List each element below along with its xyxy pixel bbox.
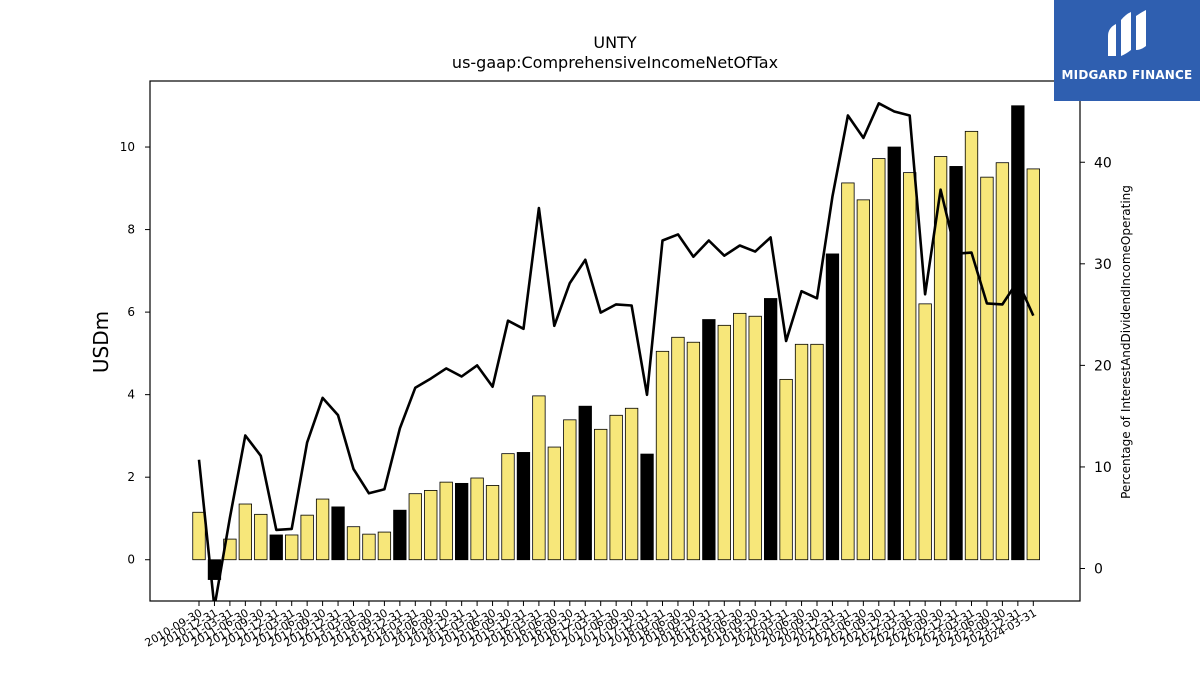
bar-2012-03-31 [285, 534, 299, 561]
bar-2017-03-31 [594, 428, 608, 561]
bar-2023-06-30 [980, 176, 994, 561]
chart-title: UNTY [593, 33, 636, 52]
bar-2023-09-30 [995, 162, 1010, 561]
bar-2018-09-30 [686, 341, 701, 561]
plot-frame [149, 80, 1081, 602]
logo-mark-icon [1108, 10, 1146, 56]
midgard-finance-logo: MIDGARD FINANCE [1054, 0, 1200, 101]
bar-2017-09-30 [624, 407, 639, 561]
bar-2020-12-31 [825, 253, 840, 561]
bar-2011-12-31 [269, 534, 283, 561]
y2-axis-label: Percentage of InterestAndDividendIncomeO… [1119, 185, 1133, 499]
bar-2017-06-30 [609, 414, 623, 561]
bar-2022-03-31 [903, 172, 917, 561]
bar-2011-09-30 [254, 513, 268, 561]
bar-2014-03-31 [408, 493, 422, 561]
bar-2020-03-31 [779, 378, 793, 561]
bar-2019-12-31 [764, 298, 778, 561]
bar-2014-09-30 [439, 481, 453, 561]
bar-2022-06-30 [918, 303, 932, 561]
bar-2023-12-31 [1011, 105, 1025, 561]
y2-tick-label-0: 0 [1094, 562, 1103, 578]
bar-2013-12-31 [393, 509, 407, 561]
bar-2015-09-30 [501, 453, 515, 561]
bar-2016-12-31 [578, 405, 592, 561]
bar-2018-06-30 [671, 336, 685, 561]
bar-2020-06-30 [794, 343, 809, 561]
bar-2012-12-31 [331, 506, 345, 561]
bar-2012-09-30 [315, 498, 330, 561]
bar-2021-12-31 [887, 146, 901, 561]
bar-2021-09-30 [872, 158, 886, 561]
bar-2015-03-31 [470, 477, 484, 561]
bar-2023-03-31 [964, 130, 979, 561]
bar-2010-09-30 [192, 511, 206, 561]
bar-2014-12-31 [454, 482, 469, 561]
bar-2021-06-30 [856, 199, 870, 561]
bar-2016-06-30 [547, 446, 561, 561]
bar-2014-06-30 [424, 489, 438, 561]
y-tick-label-4: 4 [127, 388, 135, 402]
y-tick-label-0: 0 [127, 553, 135, 567]
bar-2015-12-31 [516, 452, 531, 561]
bar-2024-03-31 [1026, 168, 1040, 561]
y-tick-label-2: 2 [127, 470, 135, 484]
bar-2019-03-31 [717, 324, 731, 561]
bar-2022-09-30 [933, 156, 948, 561]
bar-2021-03-31 [841, 182, 855, 561]
bar-2011-06-30 [238, 503, 253, 561]
bar-2018-12-31 [702, 319, 716, 561]
y2-tick-label-10: 10 [1094, 460, 1112, 476]
bar-2012-06-30 [300, 514, 314, 561]
bar-2019-09-30 [748, 315, 762, 561]
bar-2020-09-30 [810, 343, 824, 561]
bar-2016-03-31 [532, 395, 546, 561]
bar-2013-06-30 [362, 533, 376, 561]
bar-2015-06-30 [485, 485, 500, 561]
y2-tick-label-40: 40 [1094, 155, 1112, 171]
y-tick-label-6: 6 [127, 305, 135, 319]
bar-2016-09-30 [563, 419, 577, 561]
chart-subtitle: us-gaap:ComprehensiveIncomeNetOfTax [452, 53, 778, 72]
y2-tick-label-20: 20 [1094, 358, 1112, 374]
y2-tick-label-30: 30 [1094, 257, 1112, 273]
bar-2017-12-31 [640, 453, 654, 561]
y-axis-label: USDm [89, 311, 113, 373]
y-tick-label-8: 8 [127, 223, 135, 237]
plot-area: 02468100102030402010-09-302010-12-312011… [120, 80, 1112, 650]
percentage-line [197, 102, 1035, 601]
bar-2022-12-31 [949, 166, 963, 561]
bar-2013-09-30 [377, 531, 392, 561]
logo-text: MIDGARD FINANCE [1061, 68, 1193, 82]
bar-2019-06-30 [733, 312, 747, 561]
bar-2013-03-31 [346, 526, 361, 561]
bar-2018-03-31 [655, 350, 670, 561]
y-tick-label-10: 10 [120, 140, 135, 154]
